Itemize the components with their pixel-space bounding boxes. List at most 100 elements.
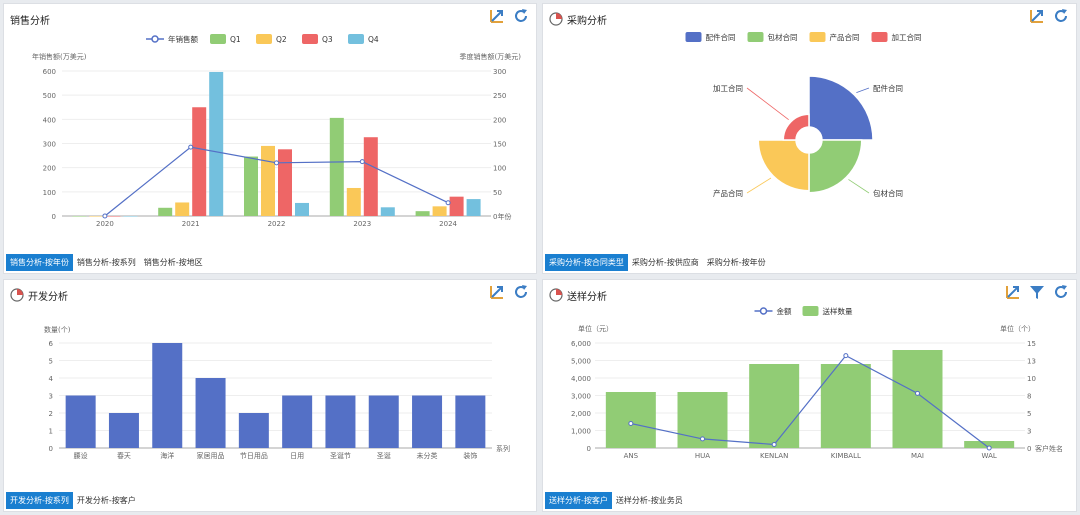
x-tick-label: 2023 [353, 220, 371, 228]
y-right-tick-label: 13 [1027, 358, 1036, 366]
bar-Q3 [106, 216, 121, 217]
x-tick-label: 2022 [268, 220, 286, 228]
tab-sales-by-region[interactable]: 销售分析-按地区 [143, 258, 203, 267]
tab-purchase-by-contract-type[interactable]: 采购分析-按合同类型 [545, 254, 628, 271]
development-toolbar [488, 283, 530, 301]
y-tick-label: 600 [43, 68, 56, 76]
bar-Q2 [432, 206, 447, 216]
y-tick-label: 100 [43, 189, 56, 197]
bar [749, 364, 800, 448]
sample-title-text: 送样分析 [567, 291, 607, 303]
legend-1-swatch [210, 34, 226, 44]
legend-4-label: Q4 [368, 35, 379, 44]
sales-panel-title: 销售分析 [10, 9, 50, 29]
legend-4-swatch [348, 34, 364, 44]
sample-panel: 送样分析 金额 送样数量 单位（元） 单位（个） 0 0 1,000 3 2,000 5 3,000… [542, 279, 1077, 512]
y-tick-label: 2 [49, 410, 53, 418]
chart-type-icon[interactable] [1028, 7, 1046, 25]
y-right-tick-label: 10 [1027, 375, 1036, 383]
tab-sales-by-year[interactable]: 销售分析-按年份 [6, 254, 73, 271]
rose-slice-0 [808, 75, 874, 141]
bar [195, 378, 226, 448]
y-tick-label: 3 [49, 393, 53, 401]
y-tick-label: 1 [49, 428, 53, 436]
chart-type-icon[interactable] [488, 283, 506, 301]
pie-chart-icon [10, 288, 24, 302]
x-tick-label: KENLAN [760, 452, 788, 460]
legend-0-label: 年销售额 [168, 34, 198, 44]
y-right-tick-label: 3 [1027, 428, 1031, 436]
refresh-icon[interactable] [1052, 283, 1070, 301]
tab-purchase-by-year[interactable]: 采购分析-按年份 [706, 258, 766, 267]
line-point [445, 200, 451, 206]
x-tick-label: 圣诞 [377, 451, 391, 460]
line-point [700, 436, 705, 442]
y-tick-label: 5,000 [571, 358, 591, 366]
y-axis-right-title: 单位（个） [1000, 324, 1035, 333]
pie-chart-icon [549, 288, 563, 302]
bar [455, 395, 486, 448]
y-axis-right-title: 季度销售额(万美元) [460, 52, 522, 61]
sales-panel: 销售分析 年销售额 Q1 Q2 Q3 Q4 年销售额(万美元) 季度销售额(万美元) 0 0年份… [3, 3, 537, 274]
y-tick-label: 5 [49, 358, 53, 366]
y-tick-label: 6 [49, 340, 54, 348]
bar-Q3 [278, 149, 292, 216]
y-right-tick-label: 200 [493, 116, 506, 124]
tab-sample-by-customer[interactable]: 送样分析-按客户 [545, 492, 612, 509]
rose-label-0: 配件合同 [873, 83, 903, 93]
tab-sample-by-salesperson[interactable]: 送样分析-按业务员 [615, 496, 683, 505]
y-tick-label: 4 [49, 375, 54, 383]
x-tick-label: 家居用品 [197, 451, 225, 460]
y-tick-label: 500 [43, 92, 56, 100]
line-point [915, 390, 920, 396]
rose-slice-2 [757, 139, 810, 192]
refresh-icon[interactable] [512, 283, 530, 301]
chart-type-icon[interactable] [1004, 283, 1022, 301]
bar-Q1 [329, 117, 344, 216]
filter-icon[interactable] [1028, 283, 1046, 301]
bar-Q3 [192, 107, 207, 216]
y-tick-label: 1,000 [571, 428, 591, 436]
sales-tabs: 销售分析-按年份 销售分析-按系列 销售分析-按地区 [6, 254, 207, 271]
bar [368, 395, 399, 448]
x-tick-label: 圣诞节 [330, 451, 351, 460]
legend-3-label: Q3 [322, 35, 333, 44]
refresh-icon[interactable] [1052, 7, 1070, 25]
legend-0-label: 金额 [777, 306, 792, 316]
sales-toolbar [488, 7, 530, 25]
line-point [102, 213, 108, 219]
legend-0-label: 配件合同 [706, 32, 736, 42]
development-title-text: 开发分析 [28, 291, 68, 303]
x-tick-label: 装饰 [463, 451, 477, 460]
bar-Q2 [175, 202, 190, 216]
bar [412, 395, 443, 448]
y-right-tick-label: 100 [493, 165, 506, 173]
pie-chart-icon [549, 12, 563, 26]
line-point [986, 445, 992, 451]
tab-dev-by-customer[interactable]: 开发分析-按客户 [76, 496, 136, 505]
y-right-tick-label: 150 [493, 141, 506, 149]
tab-sales-by-series[interactable]: 销售分析-按系列 [76, 258, 136, 267]
bar-Q1 [72, 216, 87, 217]
y-tick-label: 2,000 [571, 410, 591, 418]
bar [152, 343, 183, 448]
legend-1-swatch [802, 306, 819, 316]
legend-2-swatch [809, 32, 826, 42]
sales-title-text: 销售分析 [10, 15, 50, 27]
x-axis-title: 系列 [496, 444, 510, 453]
bar-Q4 [466, 199, 481, 216]
bar-Q1 [158, 207, 173, 216]
legend-2-label: Q2 [276, 35, 287, 44]
purchase-tabs: 采购分析-按合同类型 采购分析-按供应商 采购分析-按年份 [545, 254, 770, 271]
line-point [274, 160, 279, 166]
y-tick-label: 4,000 [571, 375, 591, 383]
line-point [359, 159, 365, 165]
bar [325, 395, 356, 448]
chart-type-icon[interactable] [488, 7, 506, 25]
tab-purchase-by-supplier[interactable]: 采购分析-按供应商 [631, 258, 699, 267]
line-series [630, 354, 990, 449]
refresh-icon[interactable] [512, 7, 530, 25]
tab-dev-by-series[interactable]: 开发分析-按系列 [6, 492, 73, 509]
